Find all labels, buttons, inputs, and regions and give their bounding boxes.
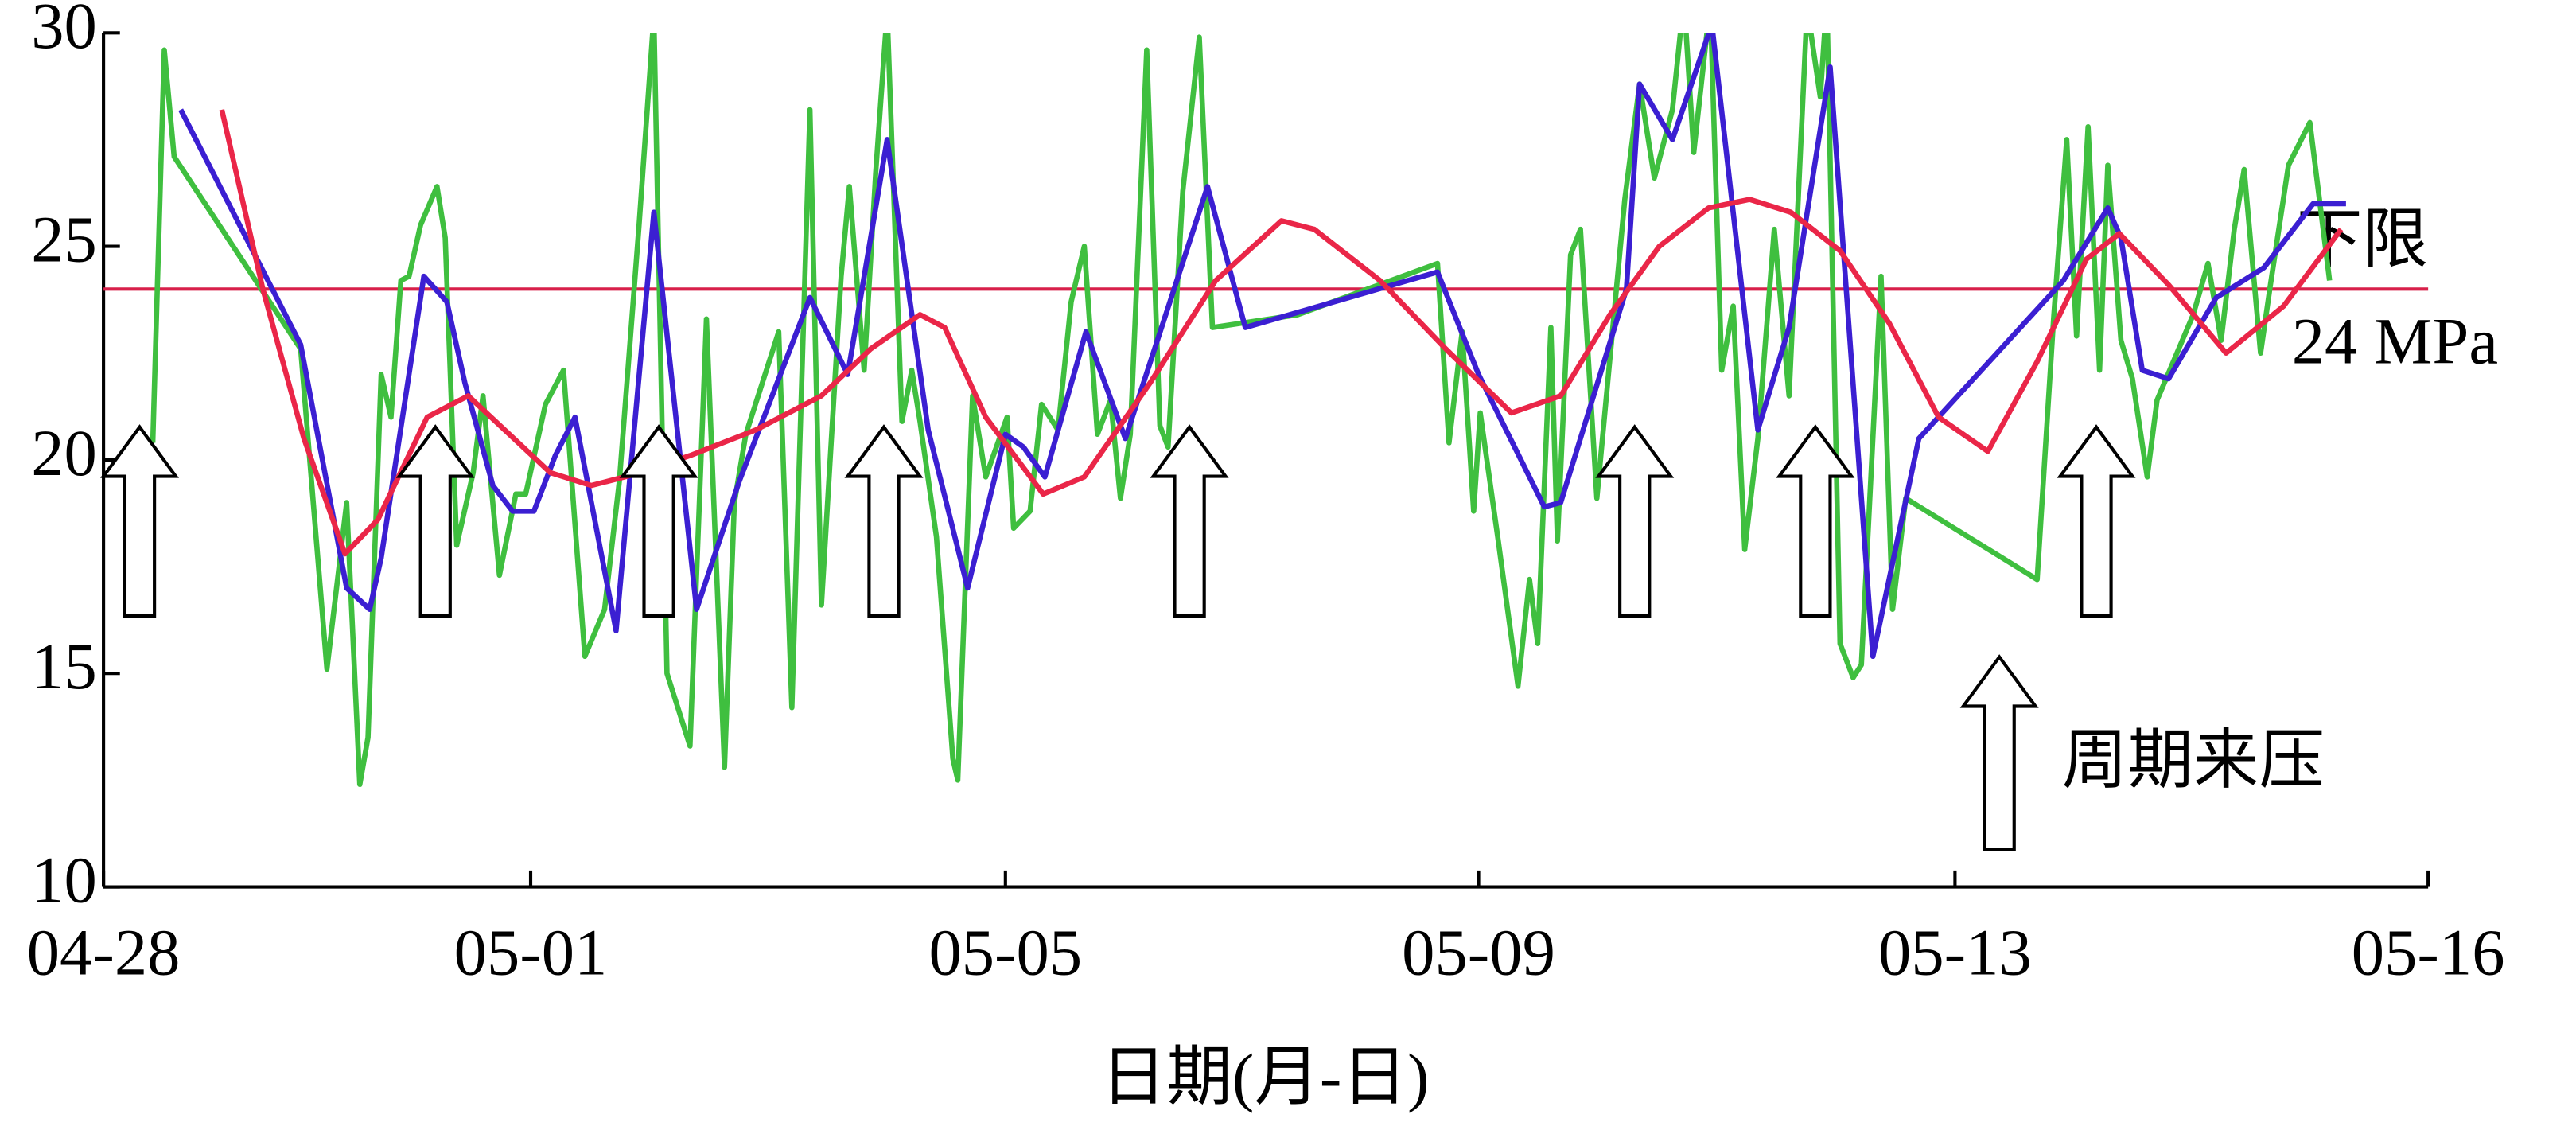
plot-area xyxy=(150,33,2346,788)
x-tick-label: 05-01 xyxy=(454,915,608,988)
y-tick-label: 10 xyxy=(31,844,97,917)
series-line xyxy=(150,33,2333,788)
x-tick-label: 05-09 xyxy=(1402,915,1555,988)
x-tick-label: 04-28 xyxy=(27,915,181,988)
arrow-icon xyxy=(100,424,180,618)
x-tick-label: 05-05 xyxy=(928,915,1082,988)
y-tick-label: 25 xyxy=(31,203,97,276)
y-tick-label: 30 xyxy=(31,0,97,62)
series-line xyxy=(219,109,2344,557)
arrow-icon xyxy=(395,424,475,618)
arrow-icon xyxy=(619,424,698,618)
threshold-label: 24 MPa xyxy=(2292,305,2498,378)
x-tick-label: 05-16 xyxy=(2352,915,2505,988)
arrow-icon xyxy=(1595,424,1675,618)
x-axis-label: 日期(月-日) xyxy=(1101,1040,1430,1113)
arrow-icon xyxy=(2057,424,2136,618)
annotation: 周期来压 xyxy=(2062,723,2325,797)
arrow-icon xyxy=(844,424,924,618)
y-tick-label: 15 xyxy=(31,629,97,703)
x-tick-label: 05-13 xyxy=(1878,915,2032,988)
arrow-icon xyxy=(1959,654,2039,851)
y-tick-label: 20 xyxy=(31,416,97,489)
arrow-icon xyxy=(1150,424,1229,618)
arrow-icon xyxy=(1776,424,1855,618)
series-line xyxy=(178,33,2346,660)
